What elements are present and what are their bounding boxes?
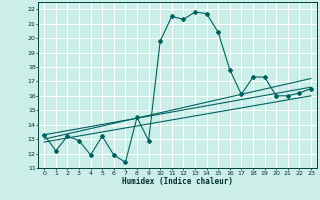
X-axis label: Humidex (Indice chaleur): Humidex (Indice chaleur) <box>122 177 233 186</box>
